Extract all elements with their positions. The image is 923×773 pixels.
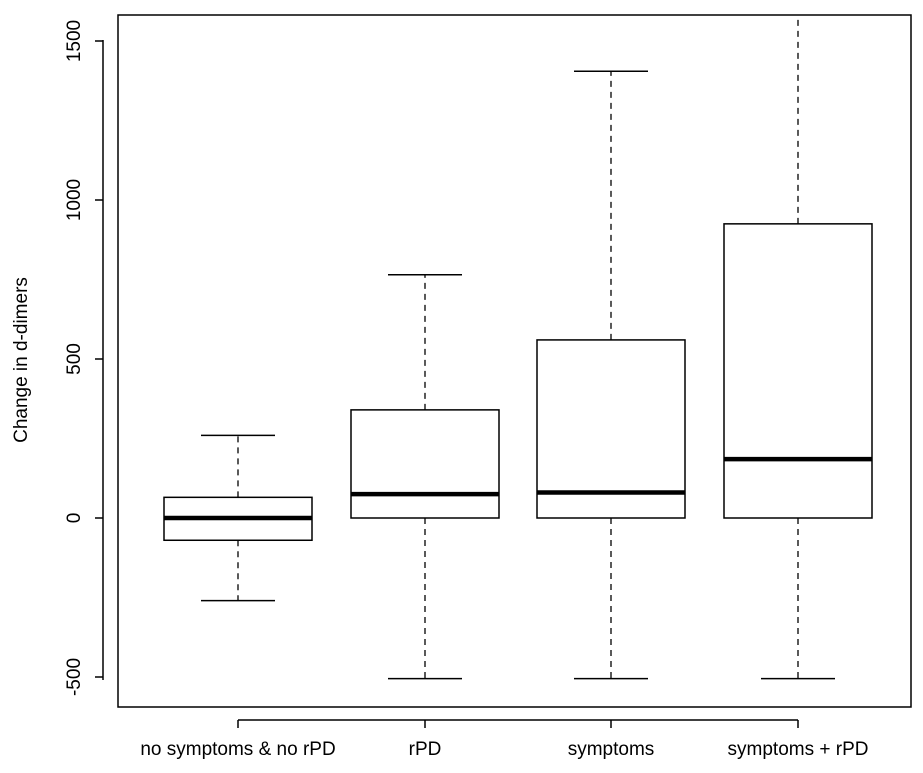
iqr-box xyxy=(536,339,686,519)
box-1 xyxy=(163,434,313,602)
y-axis: -500 0 500 1000 1500 xyxy=(64,20,104,696)
y-tick-label: 0 xyxy=(64,513,85,524)
boxplot-series xyxy=(163,15,873,680)
plot-frame xyxy=(117,14,912,708)
y-tick-label: 1500 xyxy=(64,20,85,62)
x-tick-label: symptoms + rPD xyxy=(728,739,869,760)
y-tick-label: -500 xyxy=(64,658,85,696)
y-tick-label: 500 xyxy=(64,343,85,375)
box-4 xyxy=(723,15,873,680)
x-axis: no symptoms & no rPD rPD symptoms symptoms … xyxy=(140,719,869,760)
box-2 xyxy=(350,273,500,680)
x-tick-label: rPD xyxy=(409,739,442,760)
x-tick-label: symptoms xyxy=(568,739,655,760)
y-tick-label: 1000 xyxy=(64,179,85,221)
iqr-box xyxy=(350,409,500,519)
y-axis-title: Change in d-dimers xyxy=(11,277,32,443)
iqr-box xyxy=(723,223,873,519)
x-tick-label: no symptoms & no rPD xyxy=(140,739,335,760)
box-3 xyxy=(536,70,686,680)
